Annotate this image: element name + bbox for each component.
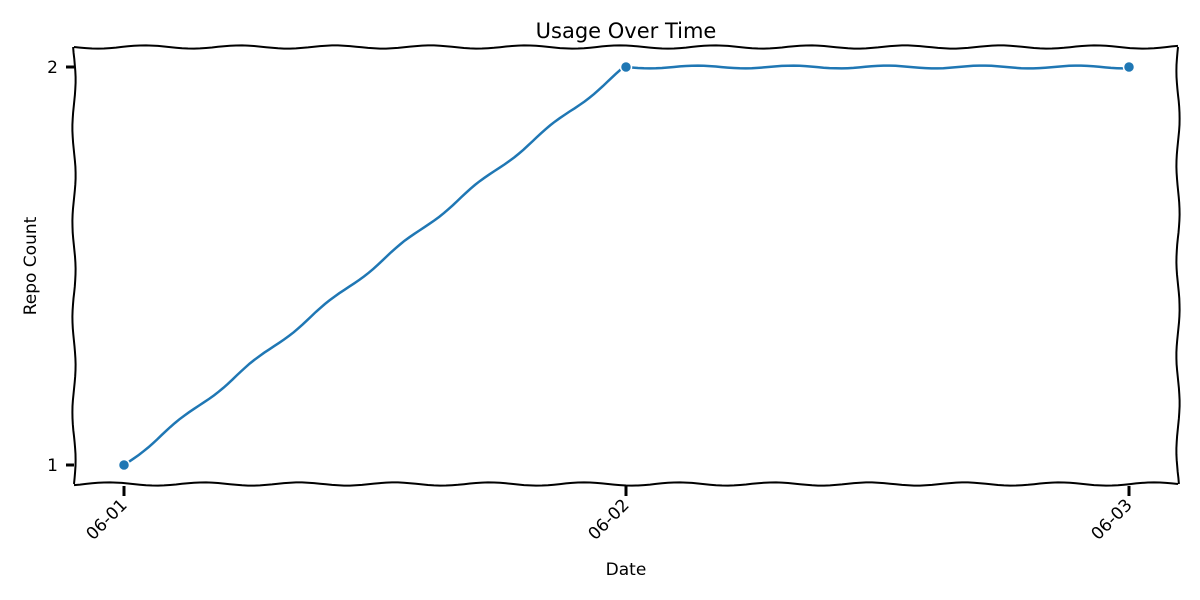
y-tick-label: 1 [47, 456, 58, 476]
plot-frame [71, 44, 1181, 487]
data-point [619, 60, 633, 74]
y-axis-label: Repo Count [21, 216, 41, 315]
data-point [1122, 60, 1136, 74]
x-axis-ticks: 06-01 06-02 06-03 [82, 486, 1137, 544]
x-tick-label: 06-03 [1087, 495, 1136, 544]
data-points [117, 60, 1136, 472]
x-tick-label: 06-01 [82, 495, 131, 544]
y-axis-ticks: 12 [47, 58, 74, 476]
x-axis-label: Date [606, 560, 647, 580]
x-tick-label: 06-02 [584, 495, 633, 544]
chart-title: Usage Over Time [536, 19, 717, 43]
series-line [123, 64, 1130, 467]
data-point [117, 458, 131, 472]
y-tick-label: 2 [47, 58, 58, 78]
